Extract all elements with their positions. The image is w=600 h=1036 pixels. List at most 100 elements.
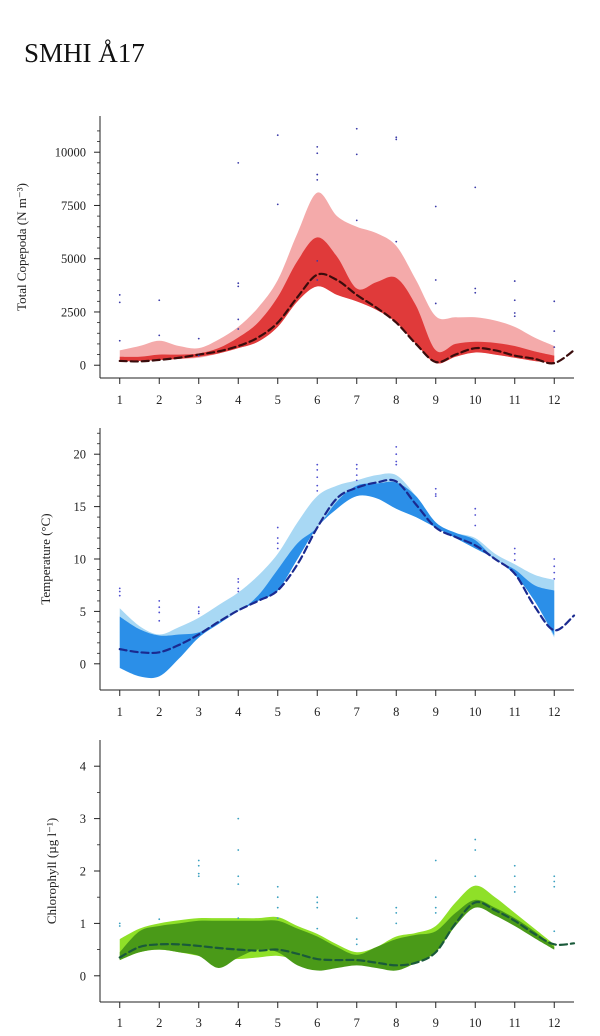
x-tick-label: 9 — [433, 705, 439, 719]
observation-point — [316, 927, 319, 930]
x-tick-label: 4 — [235, 705, 242, 719]
observation-point — [434, 859, 437, 862]
observation-point — [316, 469, 319, 471]
observation-point — [553, 300, 556, 303]
x-tick-label: 4 — [235, 393, 242, 407]
observation-point — [395, 463, 398, 466]
x-tick-label: 12 — [548, 1016, 561, 1030]
observation-point — [316, 906, 319, 909]
x-tick-label: 5 — [275, 393, 281, 407]
observation-point — [276, 203, 279, 206]
x-tick-label: 12 — [548, 705, 561, 719]
observation-point — [237, 849, 240, 851]
y-tick-label: 2 — [80, 865, 86, 879]
observation-point — [553, 558, 556, 560]
x-tick-label: 8 — [393, 1016, 399, 1030]
observation-point — [355, 127, 358, 130]
x-tick-label: 3 — [196, 393, 202, 407]
observation-point — [355, 917, 358, 920]
x-tick-label: 3 — [196, 705, 202, 719]
observation-point — [158, 619, 161, 622]
x-tick-label: 5 — [275, 705, 281, 719]
x-tick-label: 12 — [548, 393, 561, 407]
observation-point — [237, 282, 240, 285]
median-line — [118, 272, 576, 365]
observation-point — [434, 205, 437, 208]
y-tick-label: 5 — [80, 605, 86, 619]
y-tick-label: 10000 — [55, 146, 86, 160]
observation-point — [237, 581, 240, 583]
y-tick-label: 4 — [80, 760, 87, 774]
observation-point — [434, 279, 437, 281]
observation-point — [434, 487, 437, 490]
observation-point — [316, 152, 319, 155]
inner-band — [119, 237, 555, 364]
observation-point — [434, 912, 437, 914]
observation-point — [434, 493, 437, 495]
observation-point — [355, 943, 358, 946]
observation-point — [197, 612, 200, 615]
observation-point — [158, 334, 161, 337]
observation-point — [434, 906, 437, 909]
observation-point — [118, 294, 121, 296]
observation-point — [197, 606, 200, 609]
observation-point — [158, 918, 161, 921]
x-tick-label: 8 — [393, 393, 399, 407]
observation-point — [513, 559, 516, 561]
observation-point — [474, 507, 477, 510]
median-line — [118, 478, 576, 655]
observation-point — [395, 138, 398, 141]
x-tick-label: 2 — [156, 705, 162, 719]
observation-point — [474, 186, 477, 189]
observation-point — [197, 859, 200, 862]
observation-point — [197, 337, 200, 340]
observation-point — [553, 571, 556, 574]
y-tick-label: 5000 — [61, 252, 86, 266]
observation-point — [276, 896, 279, 899]
x-tick-label: 6 — [314, 393, 320, 407]
x-tick-label: 7 — [354, 1016, 360, 1030]
observation-point — [197, 354, 200, 357]
observation-point — [118, 594, 121, 597]
observation-point — [118, 590, 121, 593]
inner-band — [119, 481, 555, 679]
observation-point — [513, 875, 516, 878]
observation-point — [316, 259, 319, 262]
observation-point — [276, 542, 279, 545]
observation-point — [355, 467, 358, 470]
observation-point — [276, 547, 279, 550]
observation-point — [553, 330, 556, 333]
x-tick-label: 2 — [156, 1016, 162, 1030]
observation-point — [276, 885, 279, 888]
observation-point — [158, 606, 161, 609]
observation-point — [474, 838, 477, 841]
observation-point — [237, 817, 240, 820]
observation-point — [395, 912, 398, 914]
observation-point — [553, 880, 556, 883]
y-axis-label: Temperature (°C) — [38, 513, 53, 604]
observation-point — [316, 476, 319, 479]
observation-point — [118, 339, 121, 342]
observation-point — [355, 479, 358, 482]
observation-point — [197, 610, 200, 613]
observation-point — [276, 526, 279, 529]
observation-point — [276, 537, 279, 539]
observation-point — [434, 302, 437, 305]
x-tick-label: 4 — [235, 1016, 242, 1030]
observation-point — [158, 611, 161, 614]
observation-point — [237, 883, 240, 885]
observation-point — [434, 495, 437, 498]
observation-point — [355, 153, 358, 156]
observation-point — [276, 134, 279, 137]
x-tick-label: 6 — [314, 705, 320, 719]
observation-point — [434, 896, 437, 899]
observation-point — [395, 136, 398, 139]
x-tick-label: 11 — [509, 393, 521, 407]
observation-point — [395, 906, 398, 909]
outer-band — [119, 473, 555, 655]
x-tick-label: 1 — [117, 1016, 123, 1030]
median-line — [118, 900, 576, 967]
